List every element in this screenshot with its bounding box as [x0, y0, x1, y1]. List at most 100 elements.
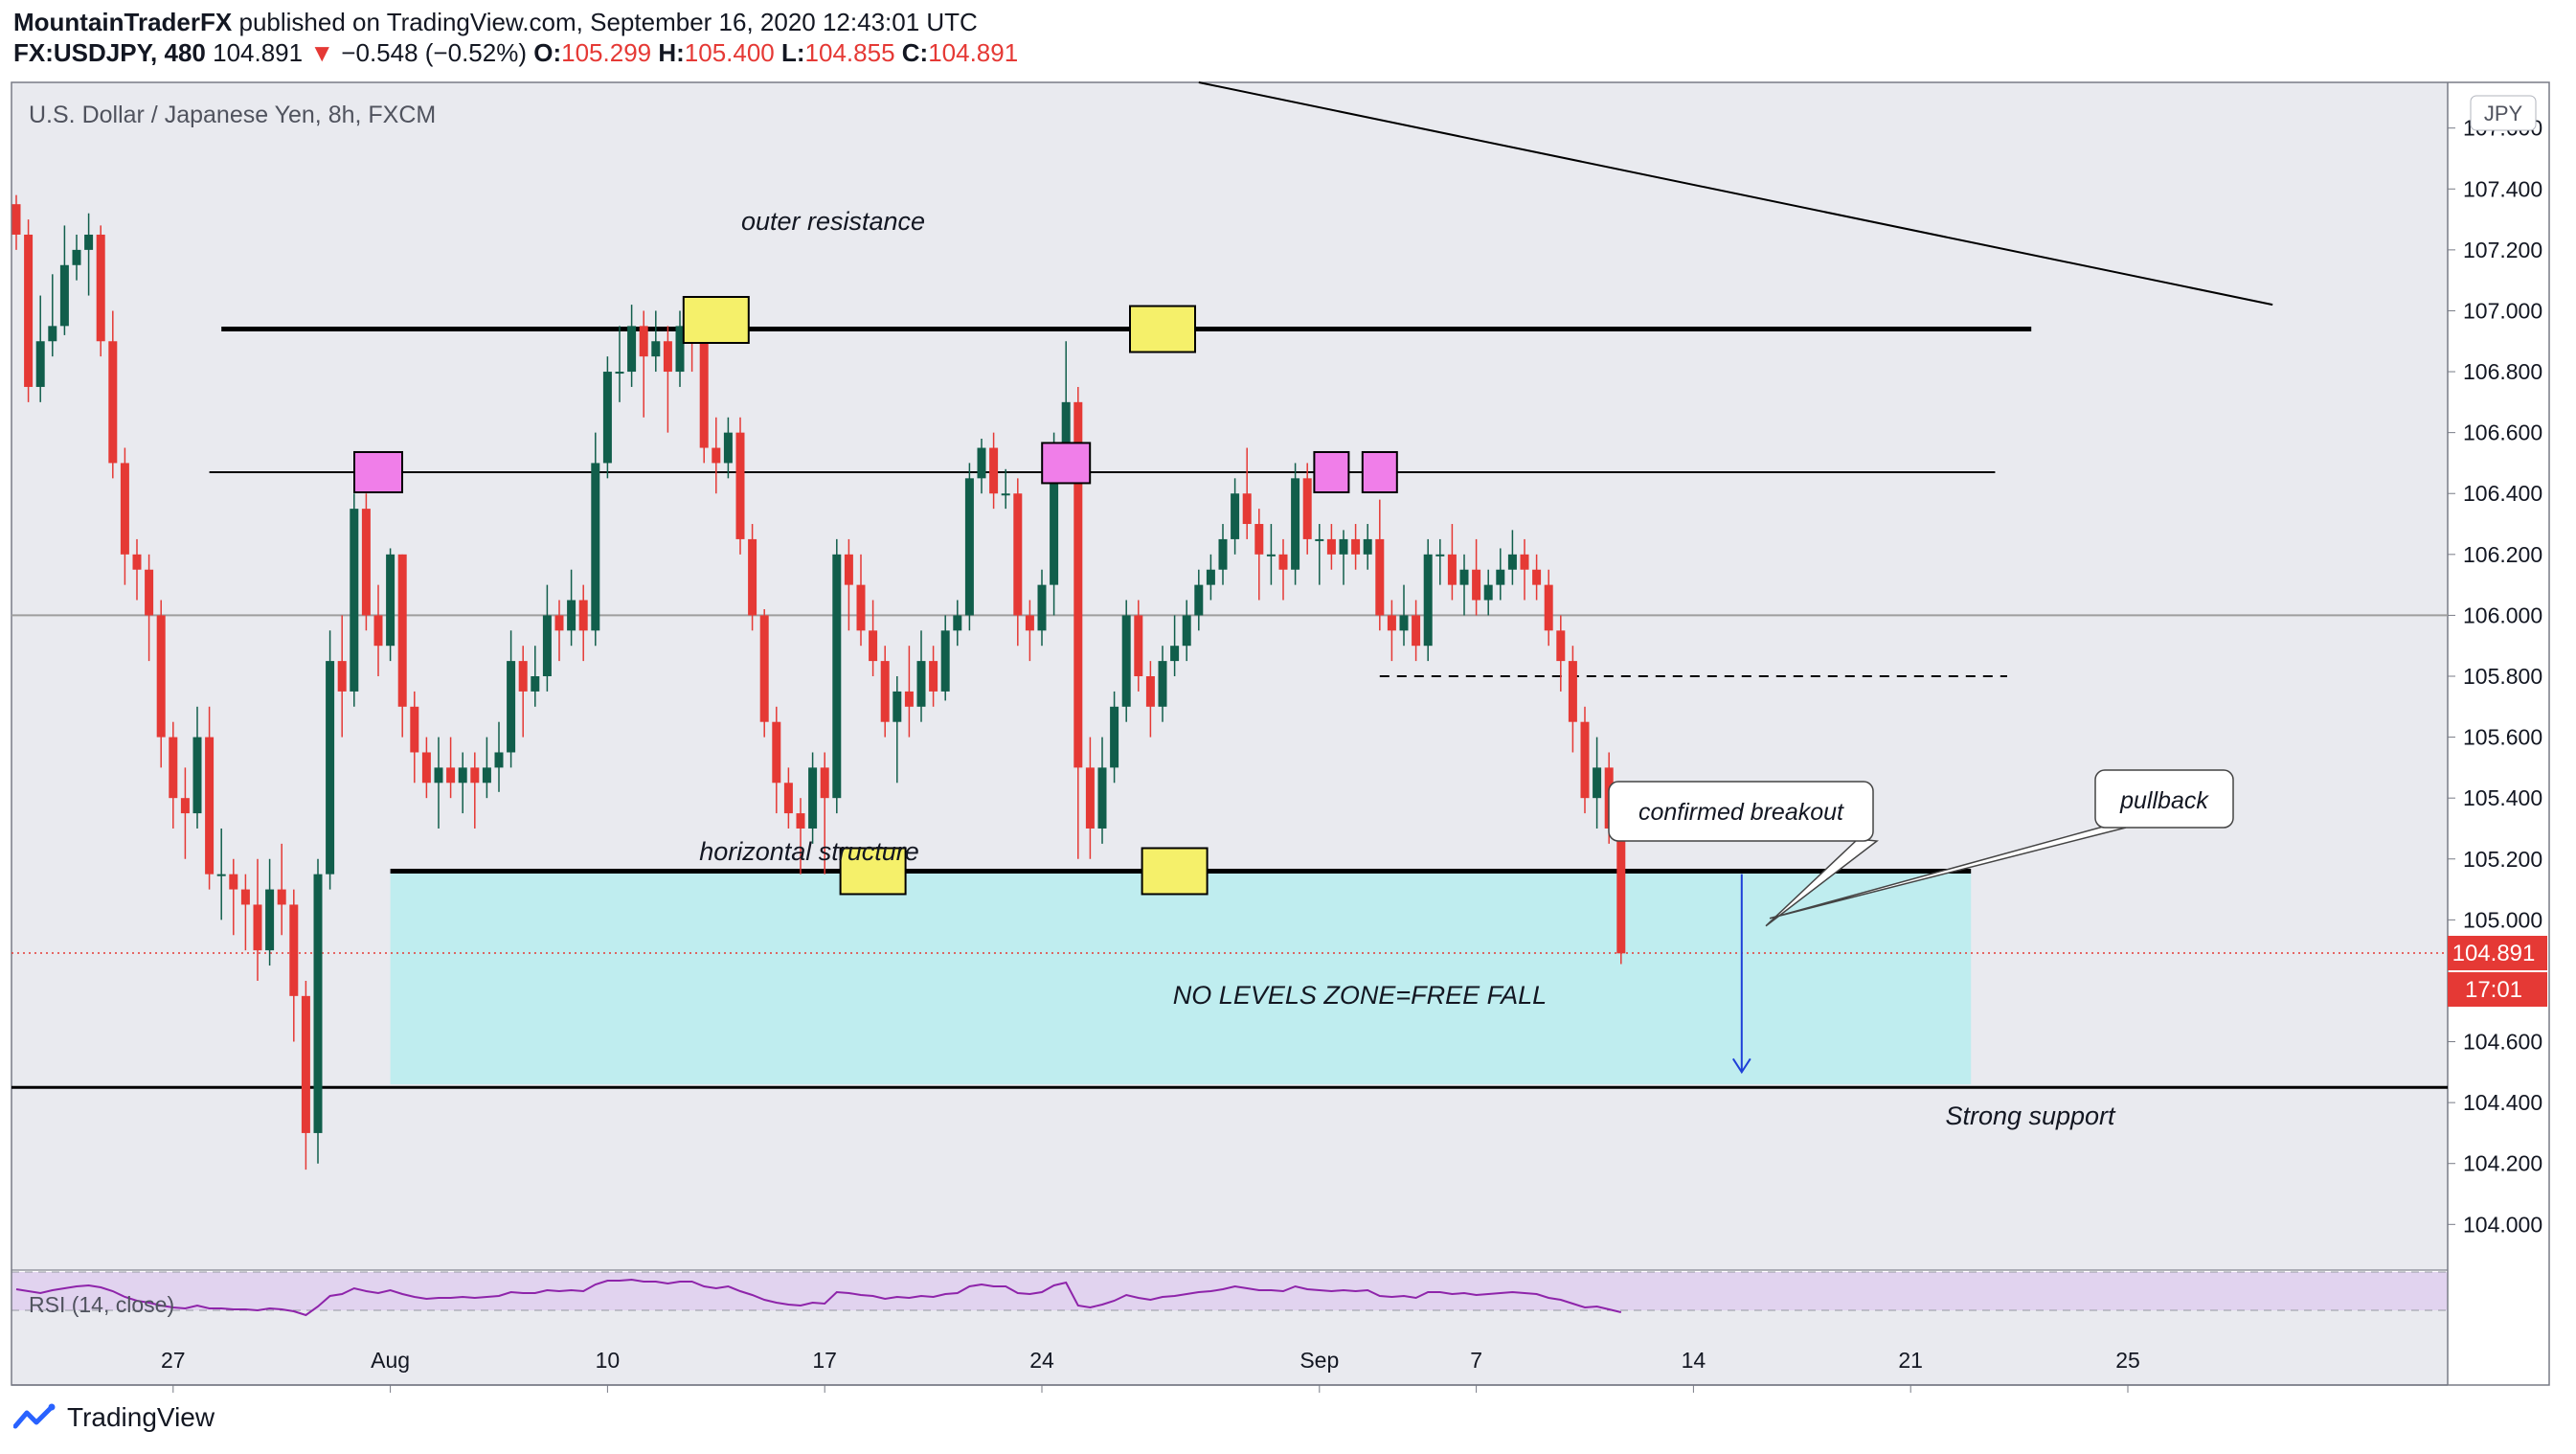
- rsi-label: RSI (14, close): [29, 1292, 174, 1317]
- candle-body: [373, 615, 383, 647]
- candle-body: [229, 874, 238, 890]
- candle-body: [699, 341, 709, 448]
- level-touch-marker-yellow[interactable]: [1141, 847, 1209, 896]
- level-touch-marker-yellow[interactable]: [839, 847, 907, 896]
- candle: [120, 447, 129, 585]
- candle: [880, 646, 890, 738]
- level-touch-marker-pink[interactable]: [353, 450, 403, 493]
- candle-body: [1520, 554, 1529, 570]
- candle-body: [1145, 676, 1155, 707]
- candle-body: [216, 874, 226, 876]
- candle: [205, 706, 215, 890]
- candle: [989, 432, 999, 510]
- candle: [1544, 569, 1553, 647]
- open-value: 105.299: [561, 38, 652, 67]
- pullback-callout-box[interactable]: [2094, 769, 2234, 829]
- candle-body: [205, 737, 215, 875]
- tradingview-brand[interactable]: TradingView: [13, 1402, 215, 1433]
- candle: [373, 584, 383, 676]
- countdown-badge[interactable]: [2448, 972, 2547, 1008]
- candle-body: [1097, 767, 1107, 829]
- price-tick-label: 106.000: [2463, 602, 2542, 627]
- time-tick-label: 7: [1470, 1348, 1482, 1373]
- level-touch-marker-pink[interactable]: [1041, 442, 1092, 485]
- level-touch-marker-pink[interactable]: [1313, 450, 1350, 493]
- close-value: 104.891: [928, 38, 1019, 67]
- candle: [591, 432, 600, 647]
- candle: [72, 234, 81, 281]
- candle-body: [1339, 538, 1348, 555]
- candle: [1412, 600, 1421, 662]
- candle: [1145, 661, 1155, 738]
- candle: [832, 538, 842, 814]
- breakout-callout-box[interactable]: [1608, 781, 1874, 842]
- price-tick-label: 105.600: [2463, 725, 2542, 750]
- time-tick-label: 17: [812, 1348, 837, 1373]
- annotation-outer-resistance: outer resistance: [741, 207, 925, 236]
- candle: [216, 828, 226, 920]
- candle-body: [1194, 584, 1204, 616]
- candle-body: [1544, 584, 1553, 631]
- candle-body: [1134, 615, 1143, 676]
- candle-body: [1496, 569, 1505, 585]
- candle: [1302, 463, 1312, 555]
- candle-body: [132, 554, 142, 570]
- currency-badge[interactable]: [2470, 95, 2537, 131]
- candle-body: [844, 554, 853, 585]
- candle-body: [1121, 615, 1131, 707]
- candle-body: [591, 463, 600, 631]
- candle: [977, 439, 986, 494]
- candle-body: [1616, 828, 1626, 954]
- candle-body: [929, 661, 938, 692]
- candle: [1134, 600, 1143, 692]
- publisher-name[interactable]: MountainTraderFX: [13, 8, 233, 36]
- candle: [929, 646, 938, 707]
- candle: [1483, 569, 1493, 616]
- candle-body: [1170, 646, 1180, 662]
- candle-body: [313, 874, 323, 1133]
- publish-info: MountainTraderFX published on TradingVie…: [13, 8, 978, 37]
- candle: [1218, 524, 1228, 585]
- candle-body: [1483, 584, 1493, 601]
- candle-body: [326, 661, 335, 875]
- candle-body: [1254, 524, 1264, 555]
- candle-body: [772, 721, 781, 784]
- candle-body: [289, 904, 299, 996]
- candle-body: [145, 569, 154, 616]
- candle: [1351, 524, 1361, 570]
- candle: [1339, 530, 1348, 585]
- candle-body: [1423, 554, 1433, 647]
- candle-body: [723, 432, 733, 464]
- candle-body: [192, 737, 202, 814]
- candle-body: [108, 341, 118, 464]
- candle-body: [458, 767, 467, 784]
- candle: [1194, 569, 1204, 631]
- candle: [1206, 554, 1215, 601]
- candle: [735, 417, 745, 555]
- candle: [1593, 737, 1602, 829]
- candle-body: [494, 752, 504, 768]
- candle: [1556, 615, 1566, 692]
- annotation-confirmed-breakout: confirmed breakout: [1638, 799, 1844, 826]
- symbol-info: FX:USDJPY, 480 104.891 ▼ −0.548 (−0.52%)…: [13, 38, 1018, 68]
- candle-body: [84, 234, 94, 250]
- candle-body: [169, 737, 178, 799]
- candle-body: [1580, 721, 1590, 799]
- candle-body: [421, 752, 431, 784]
- level-touch-marker-pink[interactable]: [1361, 450, 1398, 493]
- level-touch-marker-yellow[interactable]: [1129, 305, 1196, 353]
- price-tick-label: 106.800: [2463, 359, 2542, 384]
- candle: [712, 417, 721, 494]
- candle: [1025, 600, 1034, 662]
- candle-body: [1363, 538, 1372, 555]
- candle: [48, 274, 57, 357]
- candle-body: [1472, 569, 1481, 601]
- current-price-badge[interactable]: [2448, 936, 2547, 971]
- candle: [265, 858, 275, 966]
- candle-body: [1013, 493, 1023, 616]
- candle: [84, 213, 94, 296]
- level-touch-marker-yellow[interactable]: [682, 296, 750, 344]
- candle: [1254, 509, 1264, 601]
- candle: [1423, 538, 1433, 662]
